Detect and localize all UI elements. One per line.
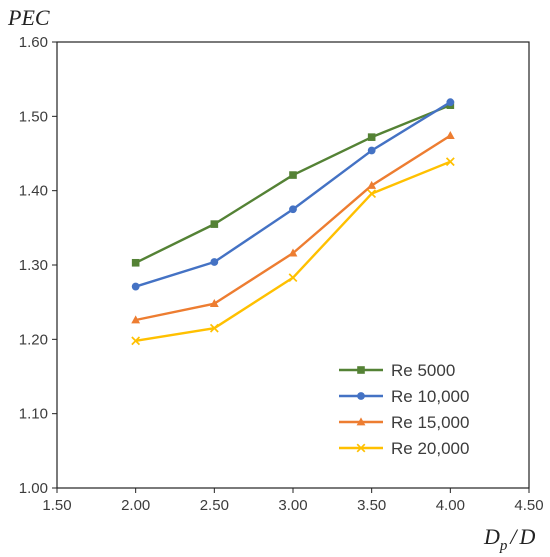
legend-label: Re 15,000 <box>391 413 469 432</box>
series-4 <box>131 157 455 346</box>
x-axis-title: Dp / D <box>483 524 536 554</box>
legend-marker <box>356 443 366 453</box>
y-tick-label: 1.20 <box>19 331 48 348</box>
y-tick-label: 1.40 <box>19 183 48 200</box>
series-2 <box>131 98 455 291</box>
legend-label: Re 5000 <box>391 361 455 380</box>
series-line <box>135 104 451 264</box>
y-tick-label: 1.60 <box>19 34 48 51</box>
series-line <box>135 101 451 288</box>
series-layer <box>131 98 455 346</box>
data-point <box>445 131 455 140</box>
legend-label: Re 10,000 <box>391 387 469 406</box>
legend-item: Re 10,000 <box>339 387 469 406</box>
data-point <box>367 133 376 141</box>
data-point <box>131 336 141 346</box>
data-point <box>131 282 140 291</box>
legend-label: Re 20,000 <box>391 439 469 458</box>
y-tick-label: 1.00 <box>19 480 48 497</box>
x-tick-label: 4.50 <box>514 497 543 514</box>
x-axis-title-tail: D <box>519 524 536 549</box>
data-point <box>209 323 219 333</box>
x-axis-title-subscript: p <box>499 538 508 554</box>
y-axis: 1.00 1.10 1.20 1.30 1.40 1.50 1.60 <box>19 34 57 497</box>
x-tick-label: 4.00 <box>436 497 465 514</box>
series-3 <box>131 131 455 324</box>
series-line <box>135 134 451 322</box>
y-tick-label: 1.10 <box>19 406 48 423</box>
x-tick-label: 2.00 <box>121 497 150 514</box>
series-1 <box>131 101 455 267</box>
legend: Re 5000 Re 10,000 Re 15,000 Re 20,000 <box>339 361 469 458</box>
data-point <box>367 189 377 199</box>
legend-marker <box>357 366 365 374</box>
x-tick-label: 1.50 <box>42 497 71 514</box>
legend-item: Re 5000 <box>339 361 455 380</box>
data-point <box>367 146 376 155</box>
x-axis-title-main: D <box>483 524 500 549</box>
data-point <box>289 205 297 214</box>
x-axis-title-separator: / <box>508 524 518 549</box>
data-point <box>288 273 298 283</box>
x-tick-label: 3.50 <box>357 497 386 514</box>
data-point <box>210 220 219 228</box>
data-point <box>131 315 141 324</box>
data-point <box>288 248 298 257</box>
legend-item: Re 15,000 <box>339 413 469 432</box>
legend-item: Re 20,000 <box>339 439 469 458</box>
data-point <box>446 98 455 107</box>
legend-marker <box>357 392 365 400</box>
x-tick-label: 3.00 <box>278 497 307 514</box>
data-point <box>445 157 455 167</box>
data-point <box>131 258 140 267</box>
data-point <box>210 258 219 266</box>
data-point <box>289 171 297 179</box>
data-point <box>209 299 219 308</box>
y-tick-label: 1.50 <box>19 108 48 125</box>
legend-marker <box>356 417 366 426</box>
data-point <box>367 180 377 189</box>
x-tick-label: 2.50 <box>200 497 229 514</box>
y-tick-label: 1.30 <box>19 257 48 274</box>
y-axis-title: PEC <box>7 5 50 30</box>
x-axis: 1.50 2.00 2.50 3.00 3.50 4.00 4.50 <box>42 488 544 514</box>
